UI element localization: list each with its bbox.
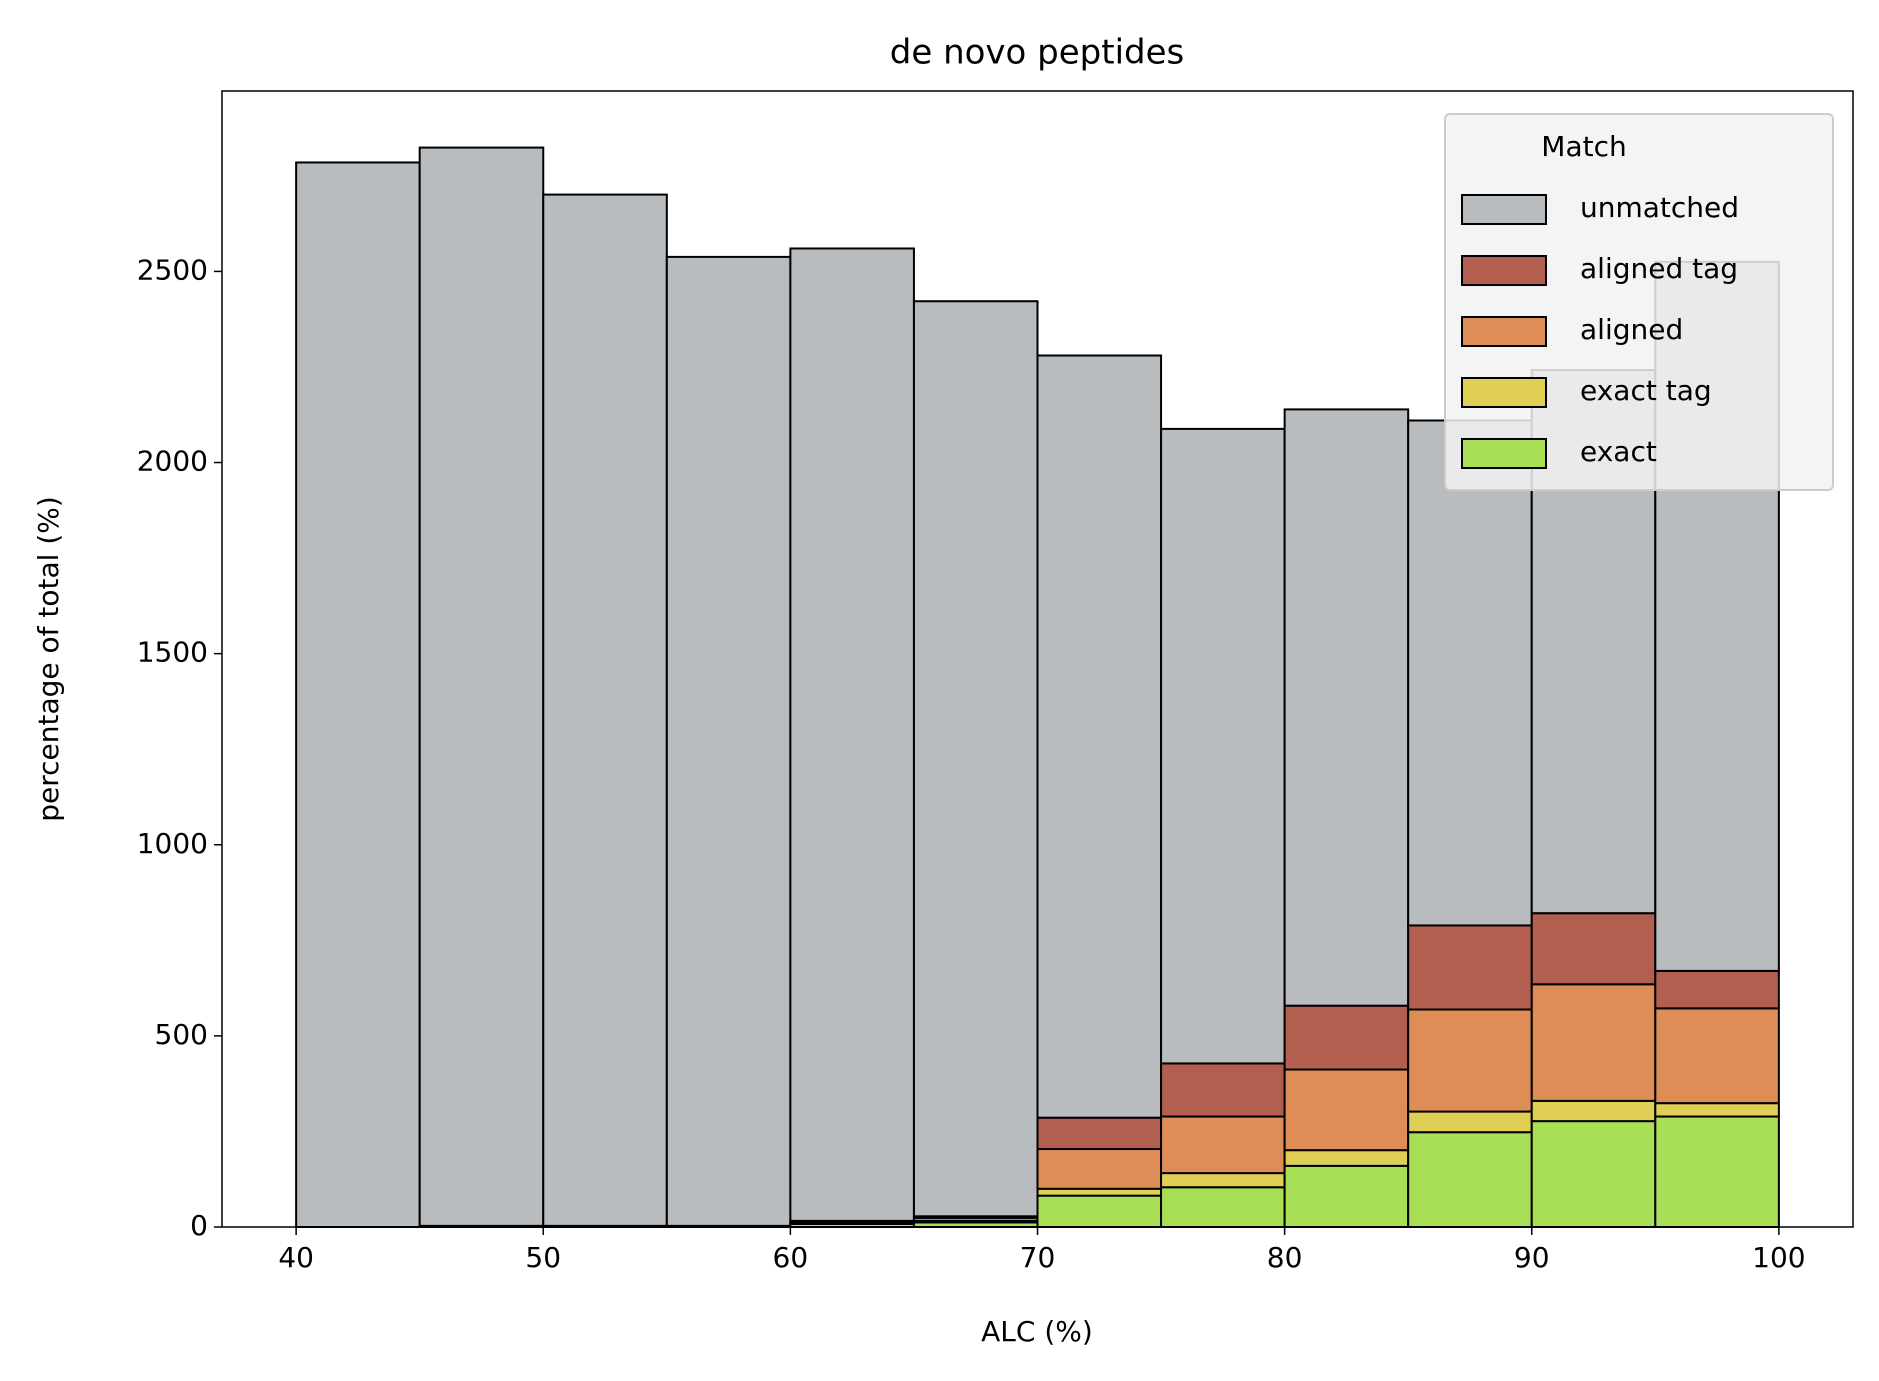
x-tick-label: 80 — [1267, 1241, 1303, 1274]
bar-segment — [1283, 408, 1410, 1007]
bar-segment — [1283, 1149, 1410, 1167]
y-tick-label: 0 — [190, 1209, 208, 1242]
legend-label: unmatched — [1580, 191, 1739, 224]
bar-segment — [1160, 1186, 1286, 1229]
bar-segment — [1654, 969, 1780, 1010]
x-tick-label: 40 — [278, 1241, 314, 1274]
y-tick-label: 1000 — [137, 827, 208, 860]
legend-box — [1444, 113, 1834, 491]
x-axis-label: ALC (%) — [981, 1315, 1093, 1348]
bar-segment — [912, 300, 1039, 1218]
legend-label: exact tag — [1580, 374, 1712, 407]
x-tick-label: 100 — [1752, 1241, 1805, 1274]
y-tick-label: 2000 — [137, 445, 208, 478]
bar-segment — [1036, 1194, 1163, 1228]
bar-segment — [1530, 1120, 1657, 1228]
bar-segment — [665, 255, 792, 1227]
bar-segment — [295, 161, 421, 1229]
legend-swatch — [1461, 194, 1547, 225]
bar-segment — [1283, 1068, 1410, 1152]
bar-segment — [1530, 983, 1657, 1102]
bar-segment — [1530, 1099, 1657, 1123]
legend-swatch — [1461, 316, 1547, 347]
y-tick-label: 2500 — [137, 253, 208, 286]
legend-label: aligned — [1580, 313, 1683, 346]
legend-swatch — [1461, 255, 1547, 286]
legend-label: aligned tag — [1580, 252, 1738, 285]
bar-segment — [1530, 912, 1657, 986]
legend-label: exact — [1580, 435, 1657, 468]
bar-segment — [1654, 1102, 1780, 1118]
bar-segment — [1160, 427, 1286, 1065]
bar-segment — [542, 193, 668, 1227]
bar-segment — [1283, 1164, 1410, 1228]
x-tick-label: 90 — [1514, 1241, 1550, 1274]
bar-segment — [1036, 1187, 1163, 1197]
y-tick-label: 500 — [155, 1018, 208, 1051]
bar-segment — [1654, 1007, 1780, 1105]
bar-segment — [1407, 1008, 1533, 1113]
bar-segment — [418, 146, 545, 1227]
bar-segment — [1036, 354, 1163, 1119]
bar-segment — [1407, 924, 1533, 1011]
legend-title: Match — [1541, 130, 1626, 163]
bar-segment — [1036, 1116, 1163, 1151]
bar-segment — [1160, 1062, 1286, 1118]
bar-segment — [1654, 1115, 1780, 1228]
y-tick-label: 1500 — [137, 636, 208, 669]
y-axis-label: percentage of total (%) — [32, 496, 65, 822]
bar-segment — [789, 247, 915, 1222]
bar-segment — [1036, 1148, 1163, 1190]
bar-segment — [1407, 1131, 1533, 1229]
legend-swatch — [1461, 438, 1547, 469]
bar-segment — [1407, 419, 1533, 927]
legend-swatch — [1461, 377, 1547, 408]
bar-segment — [1407, 1110, 1533, 1134]
x-tick-label: 70 — [1020, 1241, 1056, 1274]
plot-frame — [221, 90, 1854, 1228]
bar-segment — [1160, 1115, 1286, 1175]
x-tick-label: 60 — [773, 1241, 809, 1274]
x-tick-label: 50 — [525, 1241, 561, 1274]
chart-title: de novo peptides — [890, 33, 1184, 73]
bar-segment — [1283, 1004, 1410, 1071]
bar-segment — [1160, 1172, 1286, 1189]
